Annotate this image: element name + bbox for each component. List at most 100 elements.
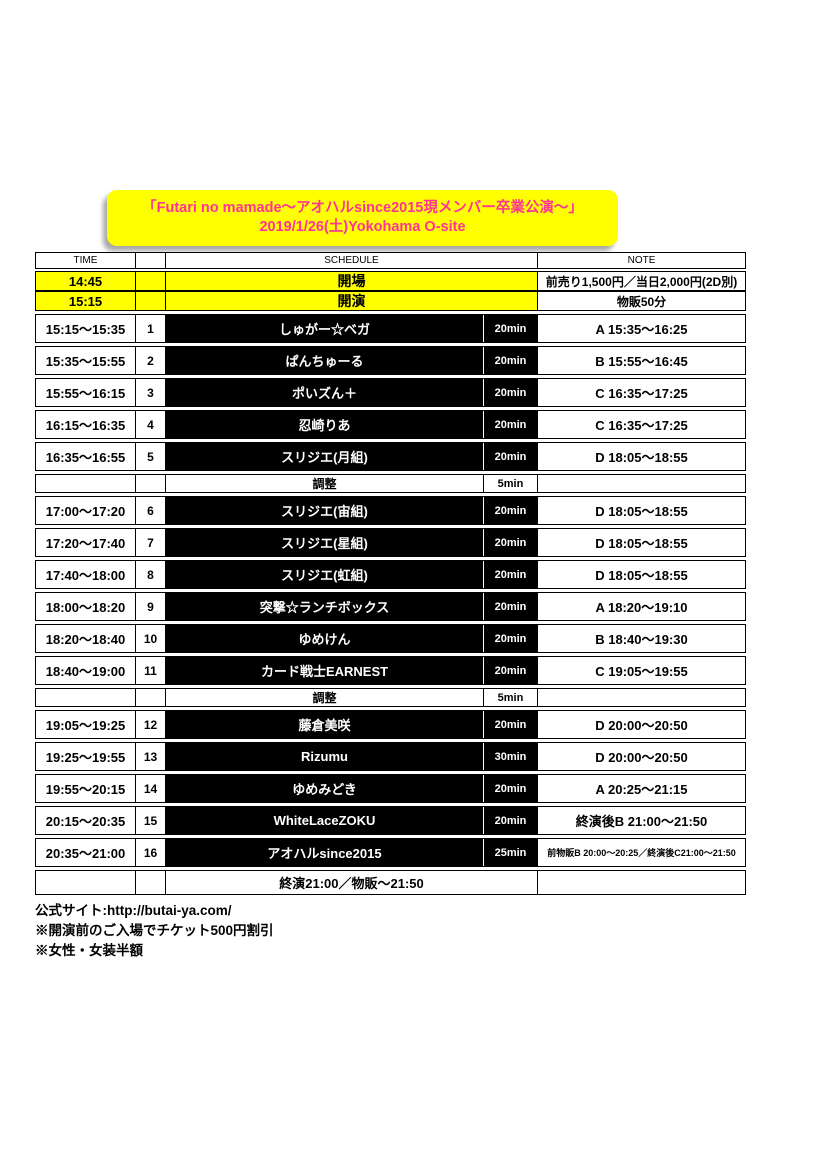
table-row: 19:55～20:15 14 ゆめみどき 20min A 20:25～21:15 [35,774,746,803]
doors-open-row: 14:45 開場 前売り1,500円／当日2,000円(2D別) [35,271,746,291]
act-name: Rizumu [166,743,484,770]
table-row: 20:35～21:00 16 アオハルsince2015 25min 前物販B … [35,838,746,867]
act-time: 20:15～20:35 [36,807,136,834]
act-duration: 20min [484,711,538,738]
ticket-price-note: 前売り1,500円／当日2,000円(2D別) [545,274,738,289]
adjust-label: 調整 [166,689,484,706]
doors-open-label: 開場 [166,272,538,290]
header-time: TIME [36,253,136,268]
show-start-number [136,292,166,310]
act-number: 13 [136,743,166,770]
act-note: 終演後B 21:00～21:50 [575,814,708,829]
act-number: 11 [136,657,166,684]
act-note: B 18:40～19:30 [595,632,688,647]
table-row: 16:35～16:55 5 スリジエ(月組) 20min D 18:05～18:… [35,442,746,471]
act-time: 19:25～19:55 [36,743,136,770]
act-number: 6 [136,497,166,524]
act-time: 17:20～17:40 [36,529,136,556]
act-name: ぱんちゅーる [166,347,484,374]
act-duration: 30min [484,743,538,770]
table-row: 18:40～19:00 11 カード戦士EARNEST 20min C 19:0… [35,656,746,685]
act-time: 15:35～15:55 [36,347,136,374]
table-row: 18:20～18:40 10 ゆめけん 20min B 18:40～19:30 [35,624,746,653]
act-note: D 20:00～20:50 [595,718,688,733]
table-row: 17:00～17:20 6 スリジエ(宙組) 20min D 18:05～18:… [35,496,746,525]
act-name: スリジエ(星組) [166,529,484,556]
doors-open-number [136,272,166,290]
closing-label: 終演21:00／物販～21:50 [166,871,538,894]
table-row: 20:15～20:35 15 WhiteLaceZOKU 20min 終演後B … [35,806,746,835]
act-note: A 20:25～21:15 [595,782,688,797]
table-row: 16:15～16:35 4 忍崎りあ 20min C 16:35～17:25 [35,410,746,439]
official-site-url: 公式サイト:http://butai-ya.com/ [35,903,232,918]
act-note: A 18:20～19:10 [595,600,688,615]
act-name: 忍崎りあ [166,411,484,438]
adjust-number [136,475,166,492]
act-time: 20:35～21:00 [36,839,136,866]
table-row: 19:05～19:25 12 藤倉美咲 20min D 20:00～20:50 [35,710,746,739]
act-time: 18:40～19:00 [36,657,136,684]
act-number: 10 [136,625,166,652]
act-note: B 15:55～16:45 [595,354,688,369]
table-row: 18:00～18:20 9 突撃☆ランチボックス 20min A 18:20～1… [35,592,746,621]
act-number: 9 [136,593,166,620]
act-name: アオハルsince2015 [166,839,484,866]
act-number: 12 [136,711,166,738]
act-note: D 18:05～18:55 [595,568,688,583]
act-name: スリジエ(月組) [166,443,484,470]
act-duration: 20min [484,443,538,470]
act-number: 14 [136,775,166,802]
act-number: 4 [136,411,166,438]
act-name: 藤倉美咲 [166,711,484,738]
act-time: 17:00～17:20 [36,497,136,524]
act-time: 18:20～18:40 [36,625,136,652]
show-start-row: 15:15 開演 物販50分 [35,291,746,311]
schedule-table: TIME SCHEDULE NOTE 14:45 開場 前売り1,500円／当日… [35,252,746,895]
table-row: 15:15～15:35 1 しゅがー☆ベガ 20min A 15:35～16:2… [35,314,746,343]
act-name: スリジエ(虹組) [166,561,484,588]
adjust-duration: 5min [484,689,538,706]
act-duration: 25min [484,839,538,866]
act-duration: 20min [484,561,538,588]
adjust-number [136,689,166,706]
adjust-label: 調整 [166,475,484,492]
act-number: 15 [136,807,166,834]
act-name: スリジエ(宙組) [166,497,484,524]
act-time: 15:55～16:15 [36,379,136,406]
footer-notes: 公式サイト:http://butai-ya.com/ ※開演前のご入場でチケット… [35,901,274,961]
act-note: C 16:35～17:25 [595,418,688,433]
act-note: D 18:05～18:55 [595,450,688,465]
act-number: 8 [136,561,166,588]
act-name: ポいズん＋ [166,379,484,406]
show-start-label: 開演 [166,292,538,310]
adjust-row: 調整 5min [35,688,746,707]
act-number: 16 [136,839,166,866]
act-duration: 20min [484,775,538,802]
act-duration: 20min [484,315,538,342]
act-duration: 20min [484,625,538,652]
adjust-time [36,475,136,492]
adjust-time [36,689,136,706]
act-note: D 18:05～18:55 [595,504,688,519]
closing-number [136,871,166,894]
table-row: 19:25～19:55 13 Rizumu 30min D 20:00～20:5… [35,742,746,771]
act-number: 2 [136,347,166,374]
adjust-note [538,475,745,492]
act-note: 前物販B 20:00～20:25／終演後C21:00～21:50 [547,848,736,858]
act-time: 18:00～18:20 [36,593,136,620]
act-time: 16:35～16:55 [36,443,136,470]
table-header-row: TIME SCHEDULE NOTE [35,252,746,269]
act-time: 15:15～15:35 [36,315,136,342]
header-note: NOTE [627,255,656,266]
act-name: ゆめみどき [166,775,484,802]
event-title-banner: 「Futari no mamade～アオハルsince2015現メンバー卒業公演… [107,190,618,246]
act-name: WhiteLaceZOKU [166,807,484,834]
act-duration: 20min [484,497,538,524]
show-start-time: 15:15 [36,292,136,310]
act-note: D 18:05～18:55 [595,536,688,551]
act-duration: 20min [484,807,538,834]
act-number: 3 [136,379,166,406]
header-schedule: SCHEDULE [166,253,538,268]
act-time: 19:55～20:15 [36,775,136,802]
act-note: A 15:35～16:25 [595,322,688,337]
